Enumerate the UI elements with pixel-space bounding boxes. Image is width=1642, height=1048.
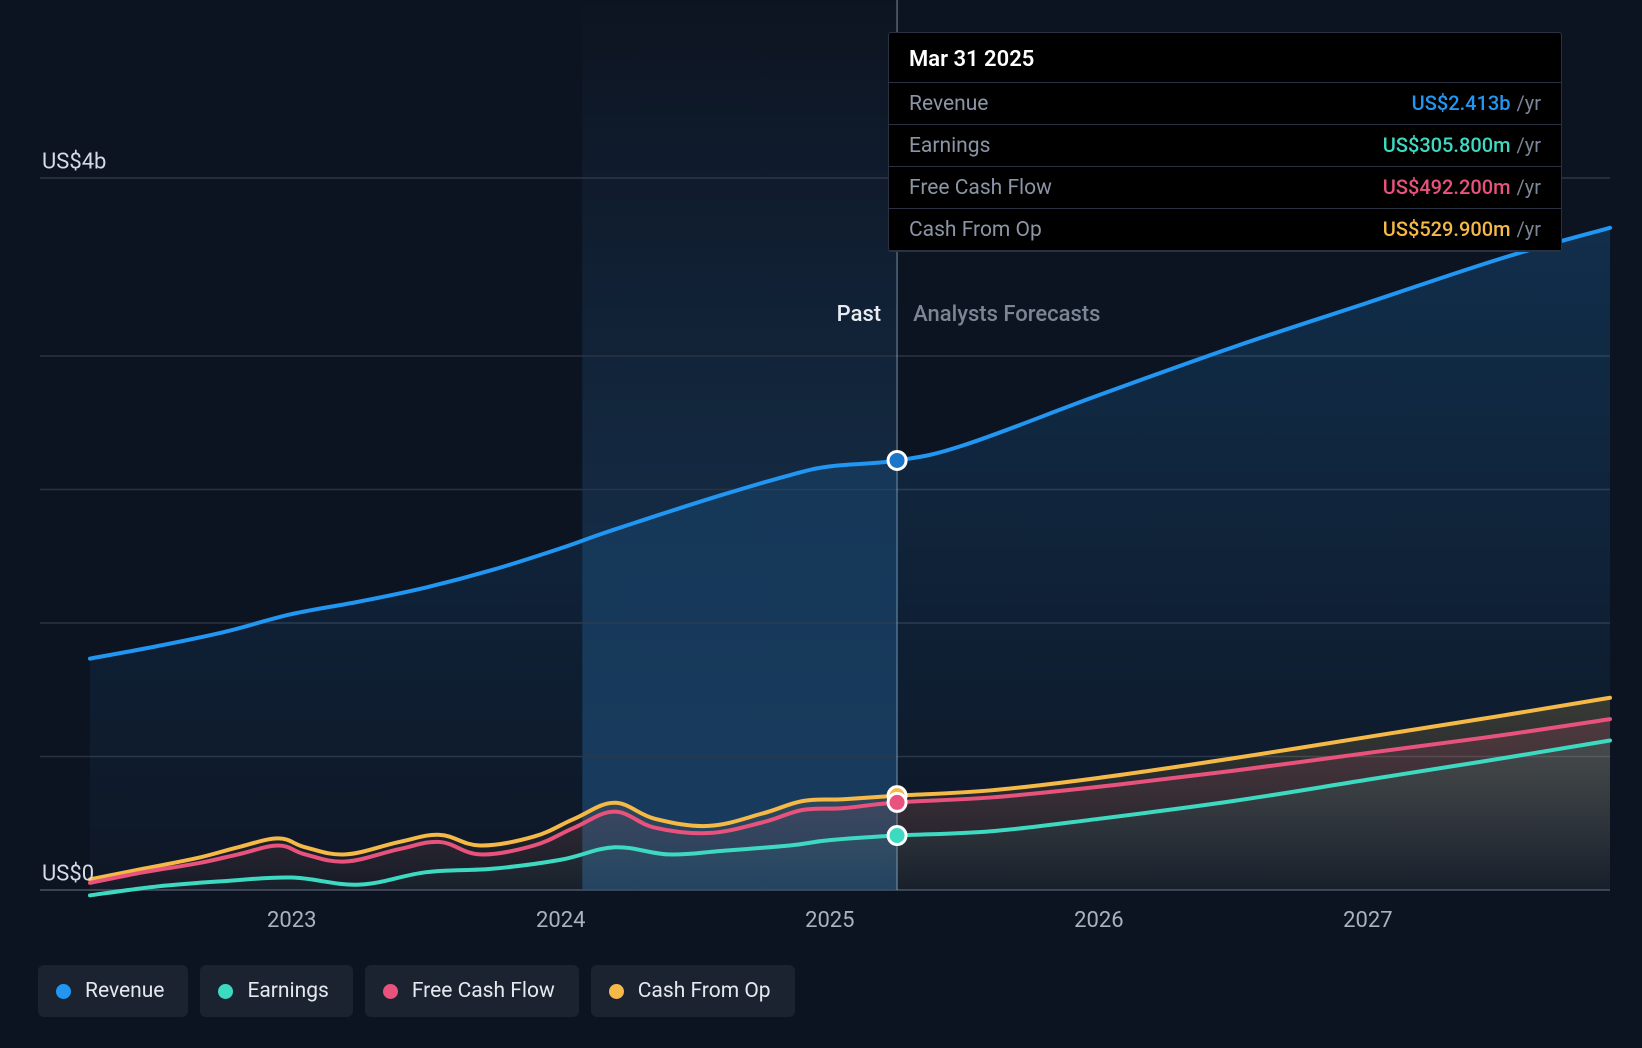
y-axis-label: US$4b [42, 150, 106, 175]
tooltip-unit: /yr [1517, 175, 1542, 199]
y-axis-label: US$0 [42, 862, 94, 887]
legend-item-earnings[interactable]: Earnings [200, 965, 352, 1017]
legend-dot-icon [56, 984, 71, 999]
legend-item-revenue[interactable]: Revenue [38, 965, 188, 1017]
tooltip-row-revenue: Revenue US$2.413b/yr [889, 82, 1561, 124]
tooltip-date: Mar 31 2025 [889, 33, 1561, 82]
tooltip-value: US$305.800m [1383, 133, 1511, 157]
tooltip-unit: /yr [1517, 91, 1542, 115]
legend-label: Free Cash Flow [412, 979, 555, 1003]
legend-label: Earnings [247, 979, 328, 1003]
hover-tooltip: Mar 31 2025 Revenue US$2.413b/yr Earnings U… [888, 32, 1562, 252]
chart-legend: Revenue Earnings Free Cash Flow Cash From O… [38, 965, 795, 1017]
tooltip-value: US$492.200m [1383, 175, 1511, 199]
legend-label: Revenue [85, 979, 164, 1003]
legend-item-cfo[interactable]: Cash From Op [591, 965, 795, 1017]
region-label-past: Past [837, 302, 881, 327]
x-axis-label: 2027 [1343, 908, 1392, 933]
tooltip-unit: /yr [1517, 217, 1542, 241]
region-label-forecast: Analysts Forecasts [913, 302, 1100, 327]
legend-label: Cash From Op [638, 979, 771, 1003]
tooltip-row-cfo: Cash From Op US$529.900m/yr [889, 208, 1561, 251]
legend-dot-icon [218, 984, 233, 999]
tooltip-label: Earnings [909, 134, 990, 158]
tooltip-value: US$529.900m [1383, 217, 1511, 241]
tooltip-label: Cash From Op [909, 218, 1042, 242]
tooltip-label: Free Cash Flow [909, 176, 1052, 200]
x-axis-label: 2026 [1074, 908, 1123, 933]
legend-dot-icon [383, 984, 398, 999]
tooltip-value: US$2.413b [1412, 91, 1511, 115]
x-axis-label: 2025 [805, 908, 854, 933]
tooltip-label: Revenue [909, 92, 988, 116]
legend-dot-icon [609, 984, 624, 999]
x-axis-label: 2023 [267, 908, 316, 933]
legend-item-fcf[interactable]: Free Cash Flow [365, 965, 579, 1017]
tooltip-row-earnings: Earnings US$305.800m/yr [889, 124, 1561, 166]
tooltip-unit: /yr [1517, 133, 1542, 157]
chart-container: Past Analysts Forecasts Mar 31 2025 Reve… [0, 0, 1642, 1048]
x-axis-label: 2024 [536, 908, 585, 933]
tooltip-row-fcf: Free Cash Flow US$492.200m/yr [889, 166, 1561, 208]
